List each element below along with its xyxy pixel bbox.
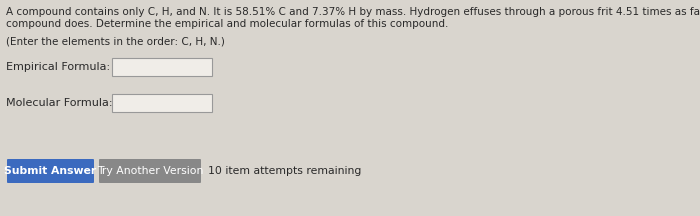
FancyBboxPatch shape — [112, 94, 212, 112]
Text: (Enter the elements in the order: C, H, N.): (Enter the elements in the order: C, H, … — [6, 36, 225, 46]
FancyBboxPatch shape — [112, 58, 212, 76]
Text: A compound contains only C, H, and N. It is 58.51% C and 7.37% H by mass. Hydrog: A compound contains only C, H, and N. It… — [6, 7, 700, 17]
Text: compound does. Determine the empirical and molecular formulas of this compound.: compound does. Determine the empirical a… — [6, 19, 449, 29]
Text: Molecular Formula:: Molecular Formula: — [6, 98, 113, 108]
Text: Submit Answer: Submit Answer — [4, 166, 97, 176]
Text: Empirical Formula:: Empirical Formula: — [6, 62, 110, 72]
Text: Try Another Version: Try Another Version — [97, 166, 203, 176]
FancyBboxPatch shape — [7, 159, 94, 183]
FancyBboxPatch shape — [99, 159, 201, 183]
Text: 10 item attempts remaining: 10 item attempts remaining — [208, 166, 361, 176]
